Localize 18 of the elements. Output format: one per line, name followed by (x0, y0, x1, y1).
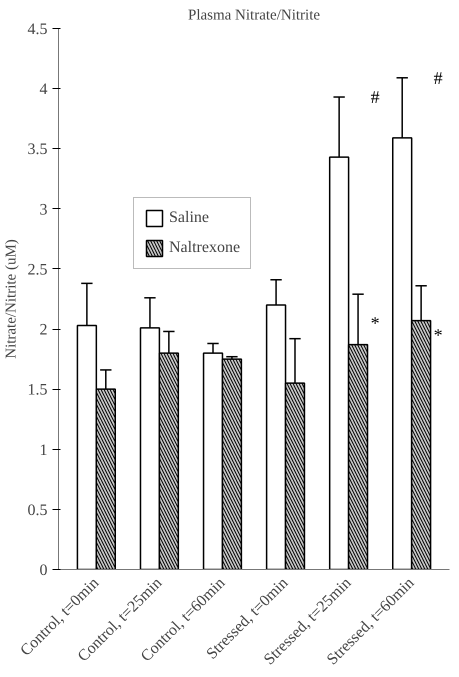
y-tick-label: 3 (40, 201, 48, 218)
legend-label: Naltrexone (169, 239, 240, 257)
y-axis-title: Nitrate/Nitrite (uM) (4, 239, 20, 359)
annotation: # (434, 68, 443, 88)
annotation: * (370, 313, 380, 334)
y-tick-label: 0.5 (28, 502, 48, 519)
annotation: # (370, 87, 380, 108)
y-tick-label: 4 (40, 81, 48, 98)
y-tick-label: 4.5 (28, 21, 48, 38)
y-tick-label: 1.5 (28, 382, 48, 399)
y-tick-label: 0 (40, 562, 48, 579)
y-tick-label: 1 (40, 442, 48, 459)
chart-title: Plasma Nitrate/Nitrite (188, 8, 320, 24)
y-tick-label: 2 (40, 322, 48, 339)
y-tick-label: 2.5 (28, 261, 48, 278)
annotation: * (434, 325, 443, 346)
y-tick-label: 3.5 (28, 141, 48, 158)
legend-label: Saline (169, 209, 209, 227)
